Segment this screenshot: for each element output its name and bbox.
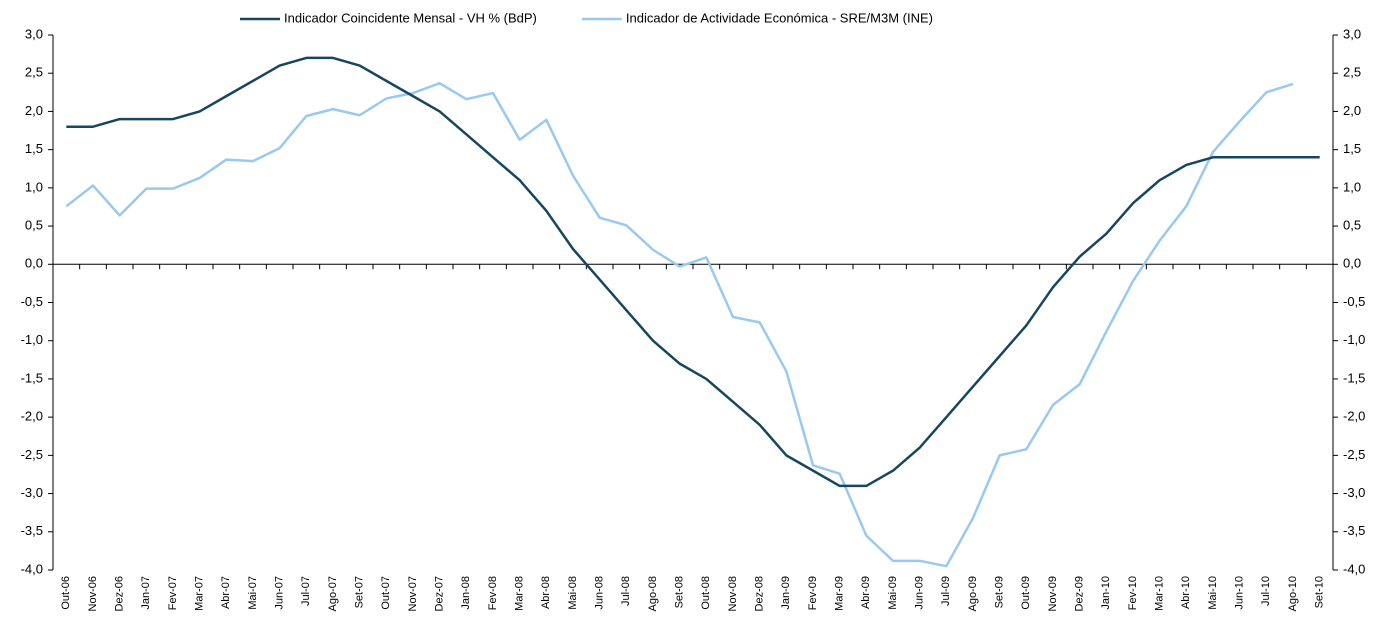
y-tick-label: 1,0 [25,179,43,194]
x-tick-label: Mai-07 [247,576,259,610]
x-tick-label: Jan-07 [140,576,152,610]
y-tick-label: 0,0 [25,256,43,271]
x-tick-label: Dez-07 [434,576,446,611]
series-line [65,81,1294,568]
x-tick-label: Jan-09 [780,576,792,610]
y2-tick-label: -1,5 [1343,370,1365,385]
x-tick-label: Set-09 [994,576,1006,608]
x-tick-label: Mar-08 [514,576,526,611]
y-tick-label: -0,5 [21,294,43,309]
y2-tick-label: -0,5 [1343,294,1365,309]
x-tick-label: Set-10 [1314,576,1326,608]
x-tick-label: Ago-10 [1287,576,1299,611]
x-tick-label: Ago-07 [327,576,339,611]
y-tick-label: -2,5 [21,447,43,462]
y-tick-label: -1,5 [21,370,43,385]
x-tick-label: Jan-10 [1100,576,1112,610]
x-tick-label: Abr-07 [220,576,232,609]
x-tick-label: Mai-08 [567,576,579,610]
x-tick-label: Out-07 [380,576,392,610]
x-tick-label: Mai-10 [1207,576,1219,610]
y2-tick-label: -3,5 [1343,523,1365,538]
y-tick-label: 0,5 [25,218,43,233]
y2-tick-label: 0,0 [1343,256,1361,271]
y2-tick-label: 0,5 [1343,218,1361,233]
x-tick-label: Fev-07 [167,576,179,610]
x-tick-label: Dez-08 [754,576,766,611]
y-tick-label: 2,5 [25,65,43,80]
x-tick-label: Jul-07 [300,576,312,606]
x-tick-label: Set-07 [354,576,366,608]
x-tick-label: Jul-09 [940,576,952,606]
x-tick-label: Dez-09 [1074,576,1086,611]
x-tick-label: Jun-09 [914,576,926,610]
x-tick-label: Jul-08 [620,576,632,606]
y-tick-label: -4,0 [21,561,43,576]
y2-tick-label: -4,0 [1343,561,1365,576]
x-tick-label: Abr-10 [1180,576,1192,609]
x-tick-label: Jun-08 [594,576,606,610]
y-tick-label: -3,5 [21,523,43,538]
x-tick-label: Fev-08 [487,576,499,610]
x-tick-label: Ago-09 [967,576,979,611]
x-tick-label: Set-08 [674,576,686,608]
y2-tick-label: 2,5 [1343,65,1361,80]
y2-tick-label: 2,0 [1343,103,1361,118]
y-tick-label: -3,0 [21,485,43,500]
x-tick-label: Mar-07 [194,576,206,611]
y-tick-label: 3,0 [25,26,43,41]
y2-tick-label: -3,0 [1343,485,1365,500]
y2-tick-label: 1,5 [1343,141,1361,156]
y-tick-label: -1,0 [21,332,43,347]
x-tick-label: Out-06 [60,576,72,610]
x-tick-label: Nov-06 [87,576,99,611]
y-tick-label: -2,0 [21,409,43,424]
y2-tick-label: -2,5 [1343,447,1365,462]
x-tick-label: Dez-06 [114,576,126,611]
x-tick-label: Fev-09 [807,576,819,610]
y-tick-label: 1,5 [25,141,43,156]
y2-tick-label: -1,0 [1343,332,1365,347]
x-tick-label: Nov-07 [407,576,419,611]
x-tick-label: Jan-08 [460,576,472,610]
legend-label: Indicador Coincidente Mensal - VH % (BdP… [284,10,537,25]
series-line [66,56,1320,488]
x-tick-label: Mar-09 [834,576,846,611]
y2-tick-label: 1,0 [1343,179,1361,194]
x-tick-label: Nov-09 [1047,576,1059,611]
x-tick-label: Ago-08 [647,576,659,611]
x-tick-label: Abr-09 [860,576,872,609]
y-tick-label: 2,0 [25,103,43,118]
x-tick-label: Mar-10 [1154,576,1166,611]
x-tick-label: Abr-08 [540,576,552,609]
x-tick-label: Fev-10 [1127,576,1139,610]
x-tick-label: Out-08 [700,576,712,610]
x-tick-label: Jun-07 [274,576,286,610]
x-tick-label: Jun-10 [1234,576,1246,610]
legend-label: Indicador de Actividade Económica - SRE/… [626,10,933,25]
x-tick-label: Jul-10 [1260,576,1272,606]
x-tick-label: Out-09 [1020,576,1032,610]
y2-tick-label: 3,0 [1343,26,1361,41]
y2-tick-label: -2,0 [1343,409,1365,424]
x-tick-label: Nov-08 [727,576,739,611]
x-tick-label: Mai-09 [887,576,899,610]
